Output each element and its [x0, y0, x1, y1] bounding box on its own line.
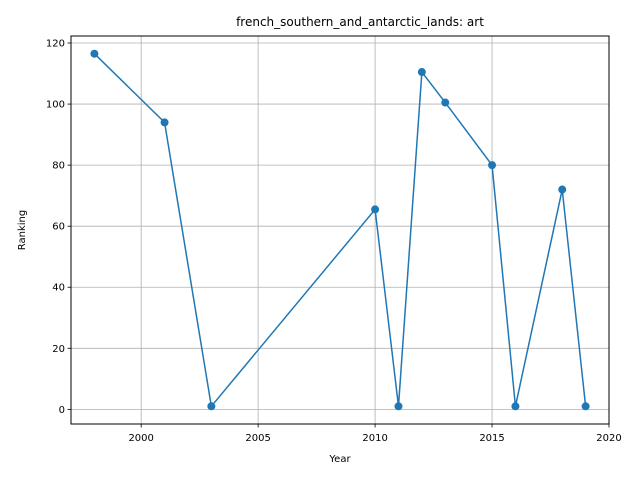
- data-point: [371, 205, 380, 214]
- x-tick-label: 2000: [128, 433, 153, 444]
- series-layer: [90, 49, 590, 411]
- y-axis-label: Ranking: [17, 210, 28, 250]
- data-point: [90, 49, 99, 58]
- data-point: [511, 402, 520, 411]
- y-tick-label: 60: [52, 222, 65, 233]
- data-point: [488, 161, 497, 170]
- y-tick-label: 80: [52, 161, 65, 172]
- x-tick-label: 2015: [479, 433, 504, 444]
- y-axis: 0 20 40 60 80 100 120: [46, 39, 71, 416]
- data-point: [417, 68, 426, 77]
- y-tick-label: 40: [52, 283, 65, 294]
- chart-title: french_southern_and_antarctic_lands: art: [236, 15, 484, 29]
- x-axis-label: Year: [328, 454, 351, 465]
- x-tick-label: 2005: [245, 433, 270, 444]
- data-point: [160, 118, 169, 127]
- y-tick-label: 0: [59, 405, 65, 416]
- data-point: [207, 402, 216, 411]
- data-point: [394, 402, 403, 411]
- x-axis: 2000 2005 2010 2015 2020: [128, 424, 622, 444]
- data-point: [558, 185, 567, 194]
- data-point: [441, 98, 450, 107]
- plot-frame: [70, 35, 610, 425]
- x-tick-label: 2020: [596, 433, 621, 444]
- y-tick-label: 100: [46, 100, 65, 111]
- y-tick-label: 120: [46, 39, 65, 50]
- data-point: [581, 402, 590, 411]
- x-tick-label: 2010: [362, 433, 387, 444]
- y-tick-label: 20: [52, 344, 65, 355]
